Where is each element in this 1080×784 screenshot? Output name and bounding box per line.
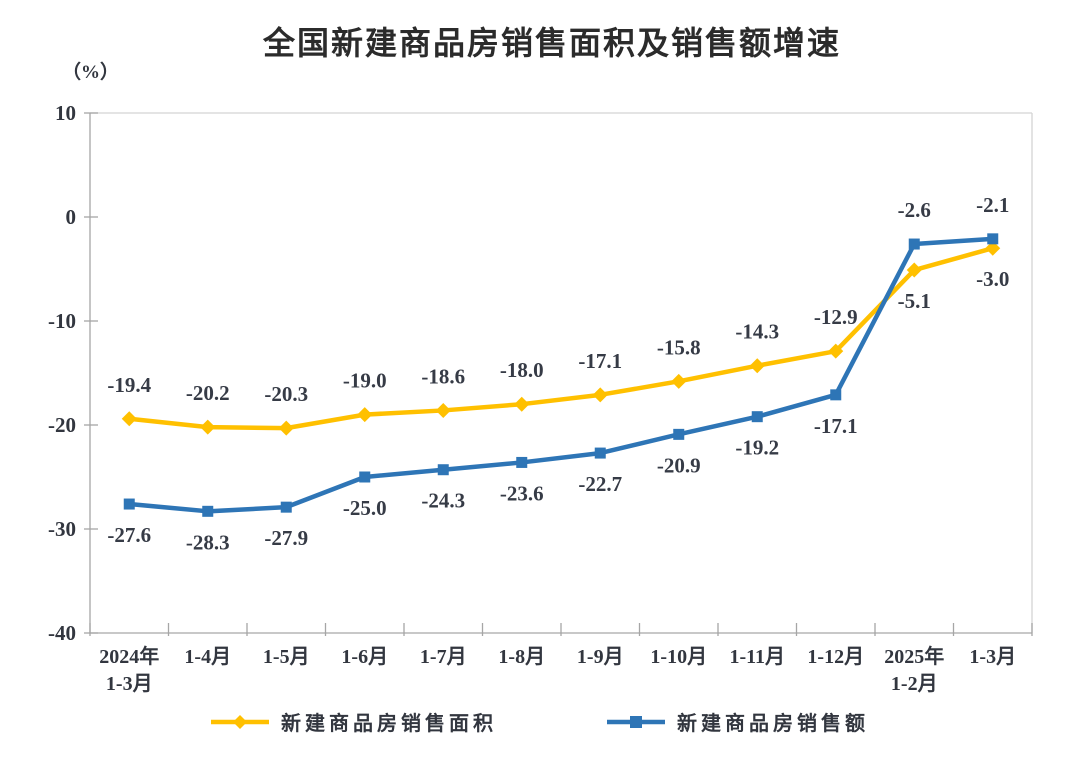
- data-point-marker: [514, 396, 530, 412]
- legend-item-sales-area: 新建商品房销售面积: [211, 707, 497, 736]
- y-tick-label: -30: [48, 517, 76, 541]
- data-point-marker: [280, 501, 292, 513]
- data-label: -24.3: [421, 489, 465, 513]
- legend-square-sales-amount: [630, 715, 642, 728]
- y-tick-label: -10: [48, 309, 76, 333]
- data-point-marker: [357, 407, 373, 423]
- data-point-marker: [202, 505, 214, 517]
- legend-item-sales-amount: 新建商品房销售额: [607, 707, 869, 736]
- data-label: -19.4: [107, 373, 151, 397]
- y-tick-label: -20: [48, 413, 76, 437]
- line-chart-plot: 10 0 -10 -20 -30 -40 2024年 1-3月 1-4月 1-5月 1-6月 1-7月…: [48, 101, 1033, 695]
- y-tick-label: 10: [55, 101, 76, 125]
- data-label: -20.3: [264, 382, 308, 406]
- data-point-marker: [985, 240, 1001, 256]
- data-label: -19.0: [343, 369, 387, 393]
- x-tick-label: 1-9月: [577, 646, 624, 668]
- x-tick-label: 1-4月: [184, 646, 231, 668]
- data-point-marker: [671, 373, 687, 389]
- data-point-marker: [121, 411, 137, 427]
- data-label: -28.3: [186, 530, 230, 554]
- data-label: -22.7: [578, 472, 622, 496]
- data-point-marker: [751, 411, 763, 423]
- data-label: -3.0: [976, 267, 1009, 291]
- chart-legend: 新建商品房销售面积 新建商品房销售额: [0, 707, 1080, 736]
- data-point-marker: [830, 389, 842, 401]
- data-label: -27.6: [107, 523, 151, 547]
- x-tick-label: 1-7月: [420, 646, 467, 668]
- data-point-marker: [592, 387, 608, 403]
- x-tick-label: 1-5月: [263, 646, 310, 668]
- legend-marker-square-icon: [607, 715, 665, 728]
- data-point-marker: [908, 238, 920, 250]
- data-point-marker: [828, 343, 844, 359]
- data-label: -20.2: [186, 381, 230, 405]
- legend-label-sales-amount: 新建商品房销售额: [677, 713, 869, 735]
- data-point-marker: [200, 419, 216, 435]
- data-label: -23.6: [500, 481, 544, 505]
- data-point-marker: [437, 464, 449, 476]
- y-axis-unit-label: （%）: [62, 62, 120, 83]
- chart-title: 全国新建商品房销售面积及销售额增速: [262, 25, 841, 61]
- x-tick-label: 1-3月: [969, 646, 1016, 668]
- data-label: -17.1: [578, 349, 622, 373]
- data-label: -14.3: [735, 320, 779, 344]
- series-line: [127, 245, 995, 431]
- data-point-marker: [749, 358, 765, 374]
- data-label: -17.1: [814, 414, 858, 438]
- data-label: -19.2: [735, 436, 779, 460]
- legend-diamond-sales-area: [233, 714, 247, 729]
- data-point-marker: [278, 420, 294, 436]
- data-label: -12.9: [814, 305, 858, 329]
- x-tick-label: 1-6月: [341, 646, 388, 668]
- data-label: -2.1: [976, 193, 1009, 217]
- x-tick-label: 1-12月: [807, 646, 864, 668]
- x-tick-label: 2024年 1-3月: [99, 644, 159, 695]
- series-line: [127, 236, 995, 514]
- x-tick-label: 1-8月: [498, 646, 545, 668]
- data-label: -2.6: [898, 198, 931, 222]
- data-label: -5.1: [898, 289, 931, 313]
- data-point-marker: [359, 471, 371, 483]
- x-tick-label: 1-11月: [729, 646, 785, 668]
- data-point-marker: [987, 233, 999, 245]
- data-point-marker: [906, 262, 922, 278]
- y-tick-label: -40: [48, 621, 76, 645]
- data-label: -15.8: [657, 335, 701, 359]
- x-tick-label: 2025年 1-2月: [884, 644, 944, 695]
- data-label: -20.9: [657, 453, 701, 477]
- data-point-marker: [123, 498, 135, 510]
- data-point-marker: [594, 447, 606, 459]
- legend-label-sales-area: 新建商品房销售面积: [281, 713, 497, 735]
- data-label: -18.0: [500, 358, 544, 382]
- legend-marker-diamond-icon: [211, 714, 269, 729]
- x-tick-label: 1-10月: [650, 646, 707, 668]
- data-point-marker: [435, 402, 451, 418]
- data-label: -27.9: [264, 526, 308, 550]
- data-label: -18.6: [421, 364, 465, 388]
- data-point-marker: [516, 456, 528, 468]
- y-tick-label: 0: [66, 205, 77, 229]
- data-point-marker: [673, 428, 685, 440]
- data-label: -25.0: [343, 496, 387, 520]
